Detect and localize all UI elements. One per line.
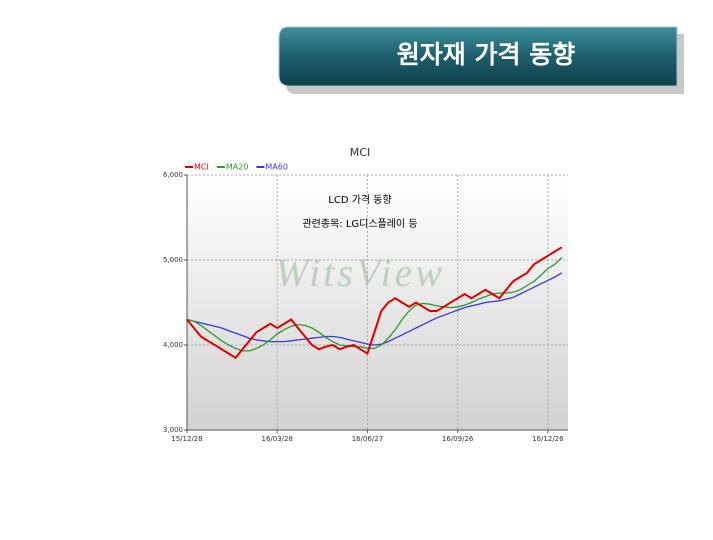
x-tick-label: 16/03/28: [261, 435, 292, 443]
y-tick-label: 6,000: [163, 171, 183, 179]
banner: [278, 26, 678, 87]
legend-label: MCI: [194, 163, 209, 172]
y-tick-label: 5,000: [163, 256, 183, 264]
legend-label: MA20: [226, 163, 249, 172]
x-tick-label: 16/12/26: [532, 435, 564, 443]
y-tick-label: 3,000: [163, 426, 183, 434]
series-line: [186, 257, 563, 352]
chart-layer: 3,000 4,000 5,000 6,000 15/12/28 16/03/28 16/0…: [163, 163, 568, 443]
slide-title: 원자재 가격 동향: [397, 40, 575, 69]
annotation: 관련종목: LG디스플레이 등: [302, 218, 417, 230]
series-line: [186, 272, 563, 346]
x-tick-label: 16/06/27: [352, 435, 383, 443]
x-tick-label: 15/12/28: [171, 435, 202, 443]
y-tick-label: 4,000: [163, 341, 183, 349]
chart-title: MCI: [350, 146, 370, 159]
series-line: [186, 246, 563, 360]
plot-area: [187, 175, 568, 430]
watermark: WitsView: [275, 250, 445, 295]
legend-label: MA60: [265, 163, 288, 172]
annotation: LCD 가격 동향: [328, 193, 391, 206]
x-tick-label: 16/09/26: [442, 435, 474, 443]
